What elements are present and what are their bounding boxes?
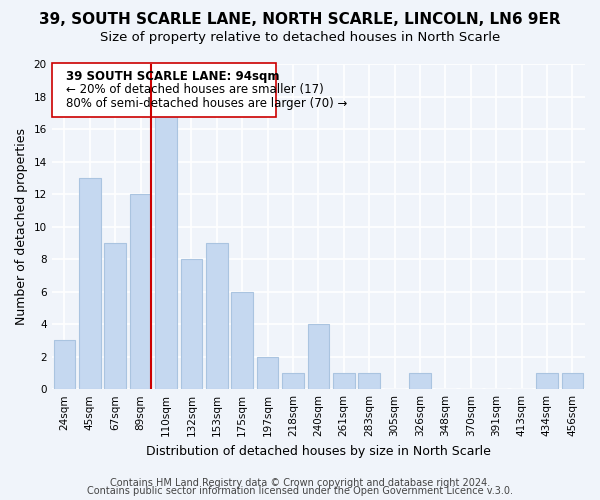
Text: ← 20% of detached houses are smaller (17): ← 20% of detached houses are smaller (17…	[65, 82, 323, 96]
Bar	[409, 373, 431, 389]
X-axis label: Distribution of detached houses by size in North Scarle: Distribution of detached houses by size …	[146, 444, 491, 458]
Bar	[206, 243, 227, 389]
Text: Contains HM Land Registry data © Crown copyright and database right 2024.: Contains HM Land Registry data © Crown c…	[110, 478, 490, 488]
FancyBboxPatch shape	[52, 62, 277, 117]
Bar	[104, 243, 126, 389]
Bar	[536, 373, 557, 389]
Text: 39, SOUTH SCARLE LANE, NORTH SCARLE, LINCOLN, LN6 9ER: 39, SOUTH SCARLE LANE, NORTH SCARLE, LIN…	[39, 12, 561, 28]
Bar	[562, 373, 583, 389]
Bar	[79, 178, 101, 389]
Bar	[53, 340, 75, 389]
Bar	[282, 373, 304, 389]
Bar	[130, 194, 151, 389]
Bar	[333, 373, 355, 389]
Y-axis label: Number of detached properties: Number of detached properties	[15, 128, 28, 325]
Text: 80% of semi-detached houses are larger (70) →: 80% of semi-detached houses are larger (…	[65, 98, 347, 110]
Bar	[181, 259, 202, 389]
Text: 39 SOUTH SCARLE LANE: 94sqm: 39 SOUTH SCARLE LANE: 94sqm	[65, 70, 279, 82]
Bar	[155, 113, 177, 389]
Bar	[232, 292, 253, 389]
Text: Contains public sector information licensed under the Open Government Licence v.: Contains public sector information licen…	[87, 486, 513, 496]
Bar	[257, 356, 278, 389]
Bar	[308, 324, 329, 389]
Bar	[358, 373, 380, 389]
Text: Size of property relative to detached houses in North Scarle: Size of property relative to detached ho…	[100, 31, 500, 44]
